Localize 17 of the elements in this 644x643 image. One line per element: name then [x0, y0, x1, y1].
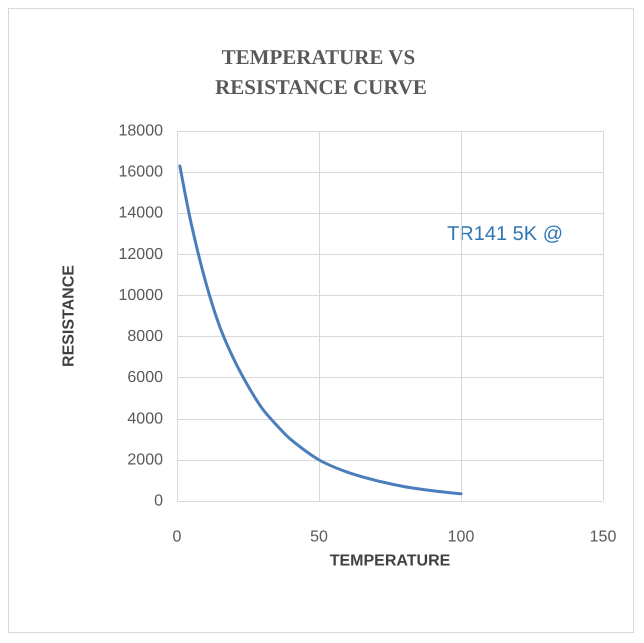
y-tick-label: 10000: [118, 286, 164, 304]
y-tick-label: 4000: [127, 410, 164, 428]
y-tick-label: 2000: [127, 451, 164, 468]
y-tick-label: 0: [154, 492, 164, 510]
y-tick-label: 16000: [118, 164, 164, 181]
x-tick-label: 50: [310, 528, 328, 546]
x-tick-label: 0: [172, 528, 182, 546]
y-tick-label: 12000: [118, 246, 164, 263]
y-tick-label: 8000: [127, 328, 164, 346]
y-tick-label: 6000: [127, 369, 164, 386]
x-axis-title: TEMPERATURE: [330, 552, 451, 570]
y-axis-title: RESISTANCE: [60, 264, 78, 367]
x-tick-label: 100: [448, 528, 474, 546]
y-tick-label: 14000: [118, 204, 164, 222]
chart-title: TEMPERATURE VS RESISTANCE CURVE: [215, 45, 427, 99]
y-tick-label: 18000: [118, 122, 164, 140]
x-tick-label: 150: [590, 528, 616, 546]
